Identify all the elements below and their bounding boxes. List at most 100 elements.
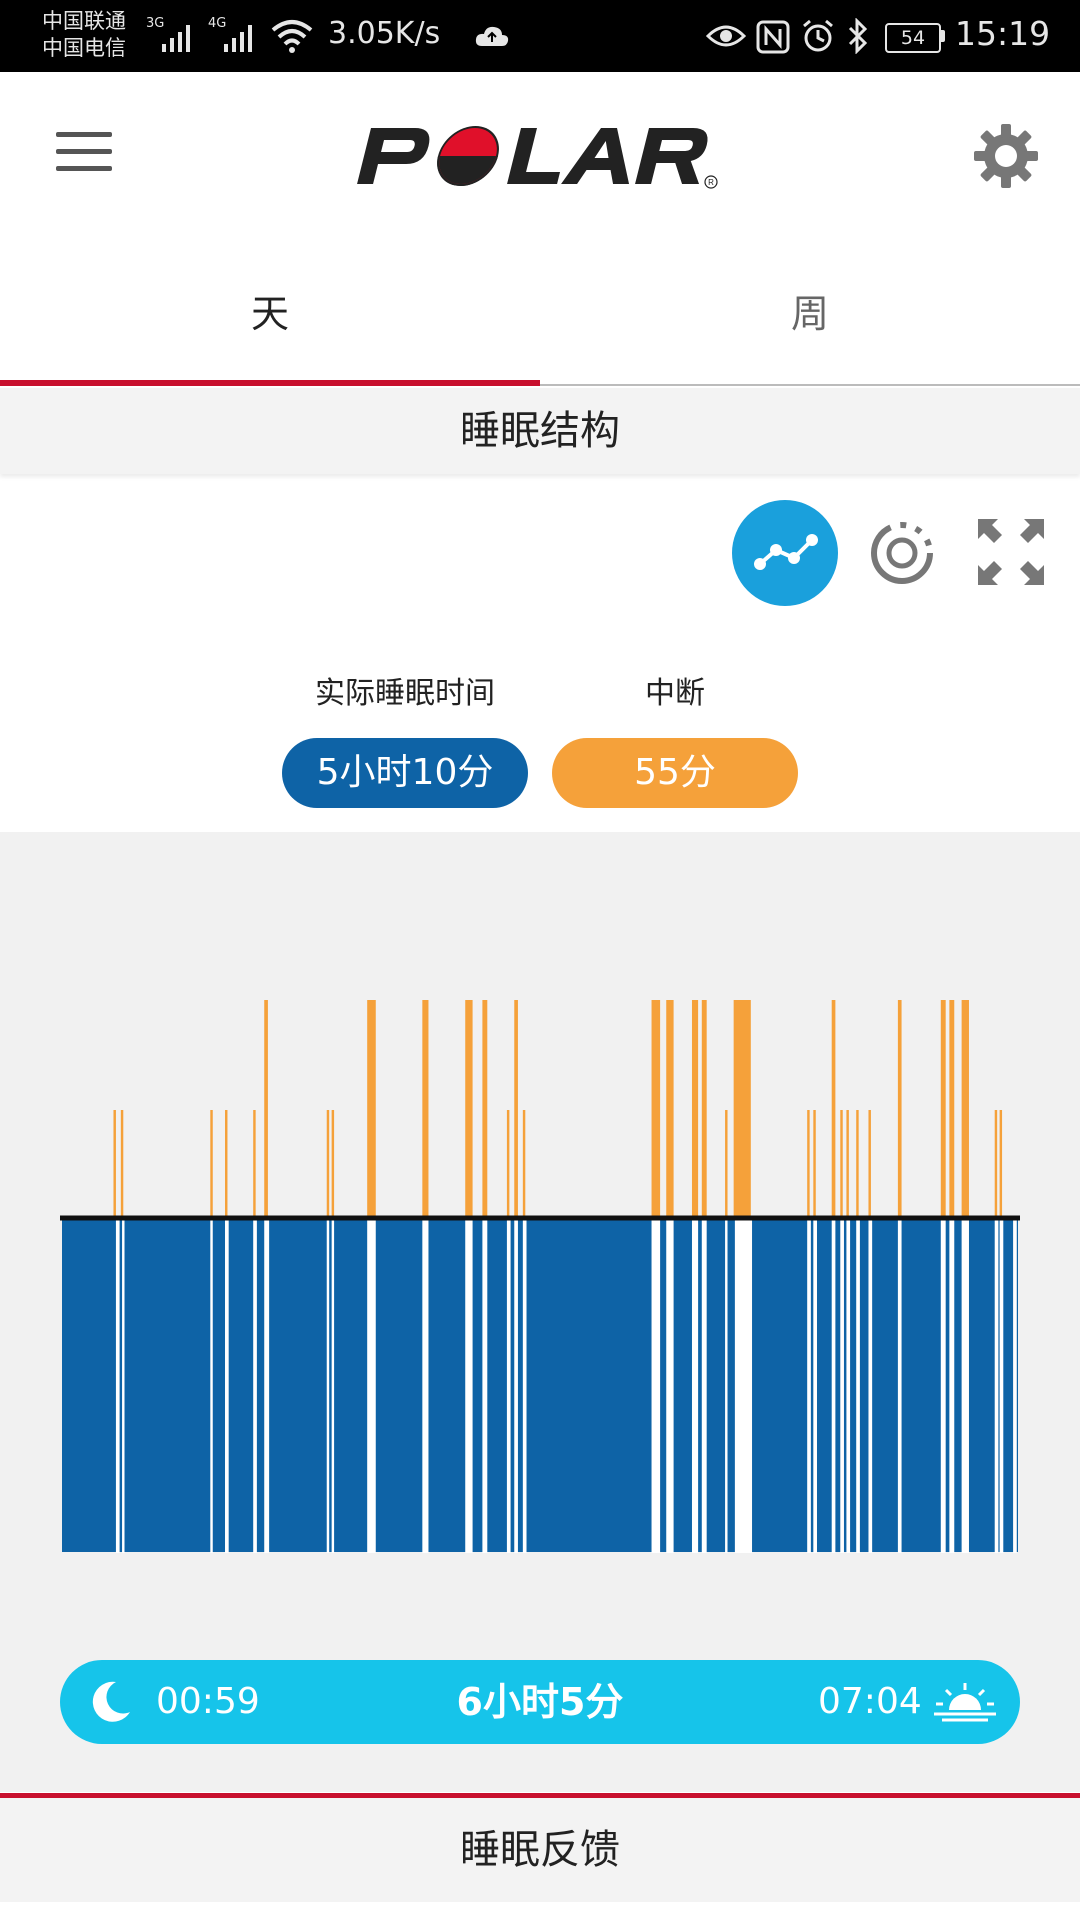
active-tab-indicator — [0, 380, 540, 386]
interruption-bar — [120, 1110, 124, 1220]
sleep-gap — [846, 1220, 851, 1553]
sleep-time-range-bar: 00:59 6小时5分 07:04 — [60, 1660, 1020, 1744]
interruption-bar — [666, 1000, 674, 1220]
interruption-bar — [465, 1000, 473, 1220]
sleep-total-duration: 6小时5分 — [456, 1680, 624, 1724]
interruption-bar — [940, 1000, 946, 1220]
svg-text:R: R — [708, 178, 714, 187]
sleep-gap — [210, 1220, 213, 1553]
interruption-bar — [846, 1110, 849, 1220]
carrier-1: 中国联通 — [42, 9, 126, 33]
sleep-gap — [666, 1220, 674, 1553]
carrier-2: 中国电信 — [42, 36, 126, 60]
alarm-icon — [803, 19, 833, 52]
sleep-gap — [422, 1220, 429, 1553]
sleep-chart-area — [0, 832, 1080, 1792]
sleep-gap — [856, 1220, 860, 1553]
sleep-gap — [831, 1220, 836, 1553]
interruption-label: 中断 — [645, 676, 705, 711]
sleep-gap — [651, 1220, 661, 1553]
graph-view-button[interactable] — [732, 500, 838, 606]
sleep-gap — [1013, 1220, 1017, 1553]
sunrise-icon — [934, 1683, 996, 1722]
signal-2-icon — [222, 20, 258, 52]
sleep-gap — [122, 1220, 125, 1553]
interruption-bar — [367, 1000, 376, 1220]
hamburger-menu-icon[interactable] — [40, 122, 120, 182]
sleep-gap — [225, 1220, 229, 1553]
section-divider — [0, 1793, 1080, 1798]
sleep-gap — [949, 1220, 955, 1553]
interruption-bar — [422, 1000, 429, 1220]
actual-sleep-label: 实际睡眠时间 — [315, 676, 495, 711]
interruption-bar — [725, 1110, 728, 1220]
sleep-gap — [522, 1220, 527, 1553]
battery-level: 54 — [885, 23, 941, 53]
status-clock: 15:19 — [955, 14, 1051, 53]
interruption-bar — [733, 1000, 751, 1220]
interruption-bar — [831, 1000, 836, 1220]
tab-week[interactable]: 周 — [540, 258, 1080, 386]
interruption-bar — [651, 1000, 661, 1220]
interruption-bar — [506, 1110, 510, 1220]
interruption-bar — [331, 1110, 335, 1220]
sleep-gaps — [115, 1220, 1017, 1553]
interruption-bar — [210, 1110, 213, 1220]
signal-1-icon — [160, 20, 196, 52]
sleep-gap — [897, 1220, 902, 1553]
interruption-bar — [253, 1110, 256, 1220]
graph-view-icon — [754, 534, 818, 570]
sleep-gap — [999, 1220, 1004, 1553]
sleep-gap — [961, 1220, 969, 1553]
sleep-gap — [253, 1220, 257, 1553]
cloud-upload-icon — [475, 26, 509, 46]
interruption-value: 55分 — [552, 738, 798, 808]
sleep-gap — [482, 1220, 488, 1553]
interruption-bar — [999, 1110, 1003, 1220]
polar-logo: R — [357, 126, 718, 189]
sleep-gap — [331, 1220, 335, 1553]
interruption-bars — [113, 1000, 1003, 1220]
interruption-bar — [961, 1000, 969, 1220]
interruption-bar — [113, 1110, 116, 1220]
sleep-gap — [868, 1220, 873, 1553]
eye-icon — [706, 25, 746, 47]
sleep-gap — [506, 1220, 511, 1553]
interruption-bar — [326, 1110, 330, 1220]
fullscreen-button[interactable] — [972, 513, 1050, 591]
sleep-gap — [807, 1220, 811, 1553]
interruption-bar — [264, 1000, 268, 1220]
interruption-bar — [868, 1110, 871, 1220]
sleep-gap — [691, 1220, 699, 1553]
sleep-block — [62, 1220, 1018, 1552]
interruption-bar — [807, 1110, 810, 1220]
sleep-start-time: 00:59 — [156, 1681, 260, 1722]
battery-icon — [941, 30, 945, 42]
interruption-bar — [522, 1110, 526, 1220]
actual-sleep-value: 5小时10分 — [282, 738, 528, 808]
interruption-bar — [691, 1000, 699, 1220]
tab-day[interactable]: 天 — [0, 258, 540, 386]
interruption-bar — [897, 1000, 902, 1220]
network-type-2: 4G — [208, 16, 227, 31]
circle-view-icon — [871, 522, 933, 584]
wifi-icon — [271, 20, 313, 53]
section-title-sleep-feedback[interactable]: 睡眠反馈 — [0, 1798, 1080, 1902]
app-header: R — [0, 72, 1080, 234]
sleep-gap — [264, 1220, 270, 1553]
carrier-names: 中国联通 中国电信 — [42, 8, 126, 62]
sleep-gap — [940, 1220, 946, 1553]
fullscreen-icon — [978, 519, 1044, 585]
circle-view-button[interactable] — [862, 513, 942, 593]
tab-divider — [0, 384, 1080, 386]
interruption-bar — [949, 1000, 955, 1220]
gear-icon[interactable] — [972, 122, 1040, 190]
interruption-bar — [856, 1110, 859, 1220]
section-title-sleep-structure: 睡眠结构 — [0, 388, 1080, 474]
sleep-gap — [367, 1220, 376, 1553]
sleep-gap — [994, 1220, 999, 1553]
sleep-end-time: 07:04 — [818, 1681, 922, 1722]
interruption-bar — [701, 1000, 707, 1220]
bluetooth-icon — [848, 18, 868, 54]
interruption-bar — [994, 1110, 998, 1220]
